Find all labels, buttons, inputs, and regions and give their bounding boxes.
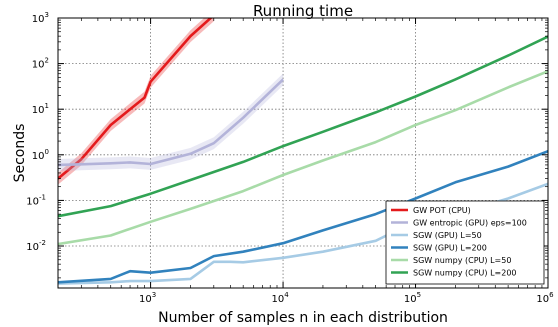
chart-title: Running time (253, 2, 353, 20)
series-line (58, 35, 548, 218)
x-axis-label: Number of samples n in each distribution (158, 310, 448, 326)
plot-frame (57, 17, 549, 289)
legend-label: SGW (GPU) L=50 (413, 231, 482, 240)
y-axis-label: Seconds (12, 124, 28, 183)
series-line (58, 69, 548, 246)
legend-label: GW entropic (GPU) eps=100 (413, 219, 527, 228)
legend: GW POT (CPU) GW entropic (GPU) eps=100 SGW… (385, 200, 545, 285)
legend-label: SGW (GPU) L=200 (413, 244, 487, 253)
series-line (58, 78, 285, 167)
series-line (58, 18, 213, 180)
legend-label: SGW numpy (CPU) L=50 (413, 256, 511, 265)
legend-box (385, 200, 545, 285)
series-line (58, 149, 548, 284)
legend-label: SGW numpy (CPU) L=200 (413, 269, 517, 278)
legend-label: GW POT (CPU) (413, 206, 471, 215)
